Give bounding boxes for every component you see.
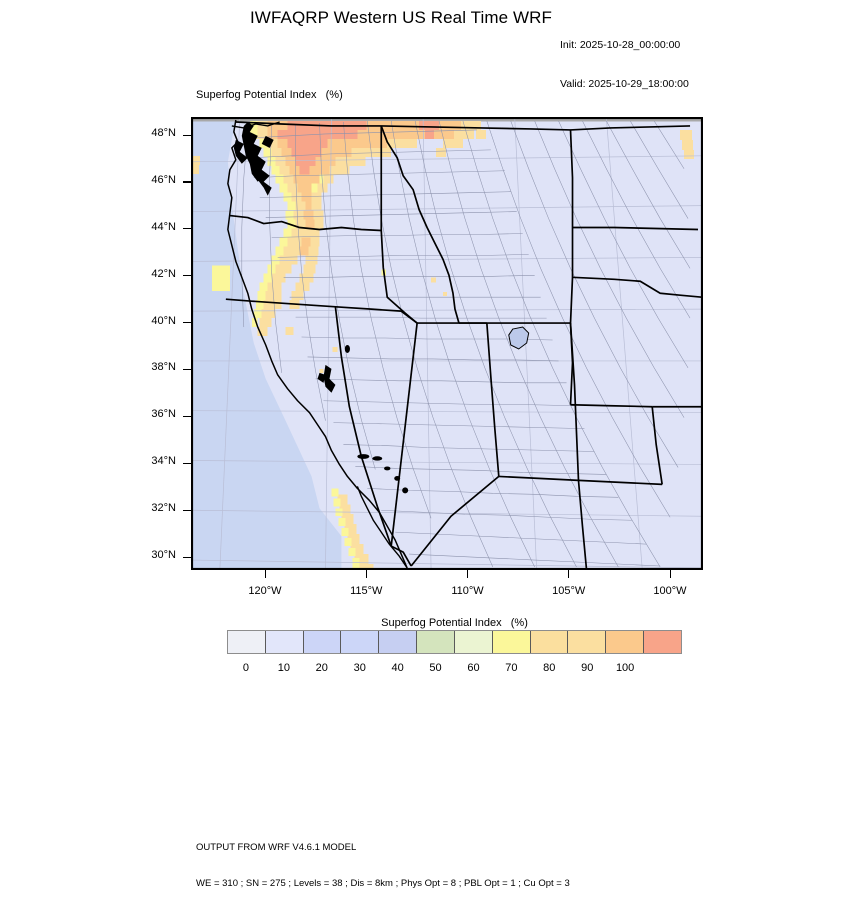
longitude-tick-label: 115°W (350, 585, 383, 597)
model-output-footer: OUTPUT FROM WRF V4.6.1 MODEL WE = 310 ; … (196, 818, 570, 914)
colorbar-tick-label: 70 (505, 662, 518, 674)
latitude-tick-label: 32°N (151, 502, 176, 515)
colorbar-segment (643, 631, 681, 653)
latitude-tick (183, 228, 191, 230)
longitude-tick (669, 570, 671, 578)
colorbar-tick-label: 30 (353, 662, 366, 674)
latitude-tick-label: 46°N (151, 173, 176, 186)
footer-line-2: WE = 310 ; SN = 275 ; Levels = 38 ; Dis … (196, 878, 570, 889)
state-boundaries (225, 121, 702, 569)
colorbar-tick-label: 0 (242, 662, 250, 674)
page-title: IWFAQRP Western US Real Time WRF (249, 8, 552, 27)
latitude-tick-label: 34°N (151, 455, 176, 468)
colorbar[interactable] (227, 630, 682, 654)
colorbar-tick-label: 80 (543, 662, 556, 674)
latitude-tick-label: 44°N (151, 220, 176, 233)
data-cells-scattered (319, 277, 447, 373)
colorbar-tick-label: 60 (467, 662, 480, 674)
colorbar-segment (264, 631, 303, 653)
colorbar-tick-label: 10 (277, 662, 290, 674)
latitude-tick-label: 30°N (151, 549, 176, 561)
colorbar-segment (378, 631, 417, 653)
county-boundaries (241, 120, 691, 568)
colorbar-segment (567, 631, 606, 653)
data-cells-70 (192, 120, 695, 337)
wrf-forecast-page: IWFAQRP Western US Real Time WRF Init: 2… (151, 8, 703, 889)
latitude-tick (183, 275, 191, 277)
latitude-tick (183, 134, 191, 136)
latitude-tick (183, 462, 191, 464)
land-background (227, 118, 702, 569)
latitude-tick-label: 38°N (151, 361, 176, 374)
latitude-tick (183, 415, 191, 418)
colorbar-segment (228, 631, 265, 653)
colorbar-tick-label: 50 (429, 662, 442, 674)
coastline (227, 119, 530, 569)
longitude-tick (365, 570, 367, 578)
longitude-tick-label: 110°W (451, 585, 484, 597)
latitude-tick-label: 40°N (151, 314, 176, 327)
latitude-tick (183, 556, 191, 558)
latitude-tick-label: 42°N (151, 267, 176, 280)
colorbar-title: Superfog Potential Index (%) (381, 617, 528, 629)
latitude-tick (183, 368, 191, 371)
longitude-tick-label: 100°W (653, 585, 687, 597)
colorbar-segment (416, 631, 454, 653)
longitude-tick (264, 570, 266, 578)
colorbar-segment (302, 631, 341, 653)
map-svg (192, 118, 702, 569)
model-run-info: Init: 2025-10-28_00:00:00 Valid: 2025-10… (560, 13, 689, 117)
latitude-tick (183, 322, 191, 324)
colorbar-tick-label: 100 (615, 662, 635, 674)
data-cells-baja (337, 494, 374, 569)
latitude-tick (183, 181, 191, 183)
longitude-tick (568, 570, 570, 578)
longitude-tick (467, 570, 469, 578)
plot-subtitle: Superfog Potential Index (%) (196, 89, 343, 101)
colorbar-tick-label: 20 (315, 662, 328, 674)
latitude-tick (183, 509, 191, 511)
longitude-tick-label: 120°W (248, 585, 282, 597)
map-panel[interactable] (191, 117, 703, 570)
colorbar-segment (340, 631, 379, 653)
colorbar-segment (491, 631, 530, 653)
longitude-tick-label: 105°W (552, 585, 586, 597)
top-border-strip (192, 118, 702, 122)
latitude-tick-label: 48°N (151, 127, 176, 139)
data-field (192, 120, 695, 569)
colorbar-segment (453, 631, 492, 653)
colorbar-segment (529, 631, 568, 653)
footer-line-1: OUTPUT FROM WRF V4.6.1 MODEL (196, 842, 357, 853)
colorbar-tick-label: 40 (391, 662, 404, 674)
graticule (192, 118, 702, 569)
colorbar-tick-label: 90 (581, 662, 594, 674)
latitude-tick-label: 36°N (151, 408, 176, 421)
init-time: Init: 2025-10-28_00:00:00 (560, 39, 681, 51)
colorbar-segment (605, 631, 644, 653)
valid-time: Valid: 2025-10-29_18:00:00 (560, 78, 689, 90)
